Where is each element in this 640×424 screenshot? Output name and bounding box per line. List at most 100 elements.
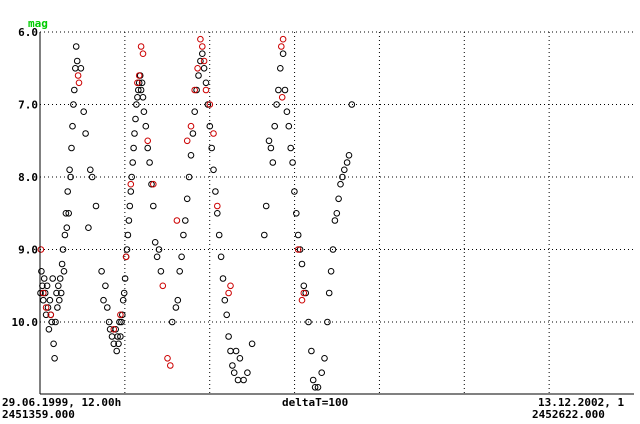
data-point	[68, 144, 75, 152]
x-end-date: 13.12.2002, 1	[538, 396, 624, 409]
data-point	[148, 180, 155, 188]
data-point	[80, 108, 87, 115]
data-point	[206, 122, 214, 130]
data-point	[139, 94, 147, 101]
data-point	[277, 65, 284, 72]
data-point	[42, 311, 50, 319]
y-tick-label: 8.0	[18, 171, 38, 184]
data-point	[37, 246, 45, 253]
data-point	[183, 195, 191, 203]
data-point	[183, 137, 191, 145]
data-point	[302, 289, 310, 297]
data-point	[43, 282, 51, 290]
data-point	[57, 289, 65, 297]
data-point	[116, 318, 123, 326]
data-point	[300, 282, 308, 290]
data-point	[225, 333, 232, 340]
data-point	[191, 108, 198, 115]
data-point	[348, 101, 356, 108]
data-point	[142, 122, 150, 130]
data-point	[67, 173, 74, 181]
data-point	[289, 159, 296, 166]
x-end-jd: 2452622.000	[532, 408, 605, 421]
data-point	[202, 86, 210, 94]
data-point	[140, 108, 148, 115]
data-point	[73, 57, 81, 65]
data-point	[187, 122, 195, 130]
data-point	[168, 318, 176, 326]
data-point	[273, 101, 280, 108]
data-point	[227, 347, 234, 355]
data-point	[42, 304, 50, 311]
data-point	[287, 144, 295, 152]
data-point	[335, 195, 342, 203]
data-point	[296, 246, 304, 253]
data-point	[308, 347, 315, 355]
data-point	[64, 188, 71, 195]
data-point	[167, 362, 174, 369]
data-point	[208, 144, 215, 152]
data-point	[74, 72, 82, 79]
data-point	[55, 282, 62, 290]
data-point	[127, 180, 135, 188]
data-point	[294, 246, 302, 253]
data-point	[125, 217, 133, 224]
data-point	[59, 246, 67, 253]
data-point	[267, 144, 275, 152]
data-point	[69, 122, 76, 130]
data-point	[324, 318, 331, 326]
data-point	[137, 86, 145, 94]
data-point	[121, 275, 129, 282]
data-point	[98, 268, 105, 275]
x-start-date: 29.06.1999, 12.00h	[2, 396, 121, 409]
data-point	[119, 311, 126, 319]
data-point	[146, 159, 153, 166]
data-point	[40, 275, 48, 282]
data-point	[293, 210, 300, 217]
data-point	[155, 246, 163, 253]
data-point	[331, 217, 339, 224]
data-point	[63, 224, 71, 231]
data-point	[82, 130, 89, 137]
data-point	[47, 311, 55, 319]
data-point	[126, 202, 134, 210]
delta-t-label: deltaT=100	[282, 396, 348, 409]
data-point	[129, 159, 136, 166]
data-point	[261, 231, 268, 239]
data-point	[72, 43, 80, 50]
data-point	[85, 224, 92, 231]
data-point	[314, 384, 322, 391]
data-point	[119, 296, 127, 304]
data-point	[87, 166, 94, 174]
data-point	[130, 144, 137, 152]
data-point	[279, 35, 287, 43]
data-point	[281, 86, 289, 94]
data-point	[191, 86, 198, 94]
data-point	[159, 282, 167, 290]
data-point	[115, 340, 122, 348]
data-point	[232, 347, 240, 355]
data-point	[227, 282, 234, 290]
data-point	[193, 86, 200, 94]
data-point	[139, 50, 147, 58]
data-point	[45, 326, 53, 333]
data-point	[210, 130, 217, 137]
data-point	[65, 210, 72, 217]
data-point	[128, 173, 135, 181]
data-point	[58, 260, 66, 268]
data-point	[56, 275, 64, 282]
data-point	[117, 311, 124, 319]
data-point	[278, 43, 285, 50]
data-point	[240, 376, 247, 384]
data-point	[123, 246, 131, 253]
data-point	[180, 231, 187, 239]
data-point	[174, 296, 182, 304]
data-point	[223, 311, 230, 319]
data-point	[230, 369, 238, 377]
data-point	[173, 217, 181, 224]
data-point	[248, 340, 256, 348]
data-point	[341, 166, 348, 174]
data-point	[283, 108, 291, 115]
data-point	[138, 79, 146, 87]
